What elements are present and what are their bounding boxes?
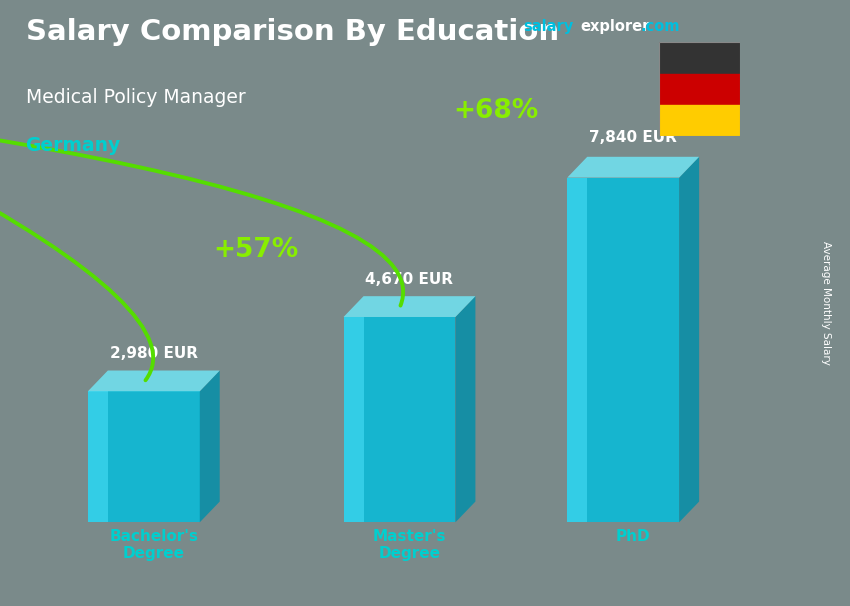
Polygon shape bbox=[343, 317, 456, 522]
Text: 7,840 EUR: 7,840 EUR bbox=[589, 130, 677, 145]
Text: +68%: +68% bbox=[453, 98, 538, 124]
Polygon shape bbox=[567, 178, 679, 522]
Polygon shape bbox=[567, 157, 699, 178]
Bar bbox=[659, 74, 740, 105]
Polygon shape bbox=[343, 317, 364, 522]
Text: 2,980 EUR: 2,980 EUR bbox=[110, 346, 198, 361]
Text: 4,670 EUR: 4,670 EUR bbox=[366, 271, 454, 287]
Text: PhD: PhD bbox=[616, 529, 650, 544]
Polygon shape bbox=[343, 296, 475, 317]
Text: Average Monthly Salary: Average Monthly Salary bbox=[821, 241, 831, 365]
Polygon shape bbox=[88, 391, 108, 522]
Polygon shape bbox=[200, 370, 219, 522]
Polygon shape bbox=[679, 157, 699, 522]
Text: Bachelor's
Degree: Bachelor's Degree bbox=[110, 529, 198, 561]
Polygon shape bbox=[456, 296, 475, 522]
Text: Salary Comparison By Education: Salary Comparison By Education bbox=[26, 18, 558, 46]
Text: +57%: +57% bbox=[213, 237, 298, 263]
Polygon shape bbox=[88, 370, 219, 391]
Bar bbox=[659, 105, 740, 136]
Text: salary: salary bbox=[523, 19, 573, 35]
Text: Medical Policy Manager: Medical Policy Manager bbox=[26, 88, 246, 107]
Text: .com: .com bbox=[641, 19, 680, 35]
Text: Master's
Degree: Master's Degree bbox=[373, 529, 446, 561]
Text: Germany: Germany bbox=[26, 136, 121, 155]
Text: explorer: explorer bbox=[581, 19, 650, 35]
Bar bbox=[659, 42, 740, 74]
Polygon shape bbox=[88, 391, 200, 522]
Polygon shape bbox=[567, 178, 587, 522]
